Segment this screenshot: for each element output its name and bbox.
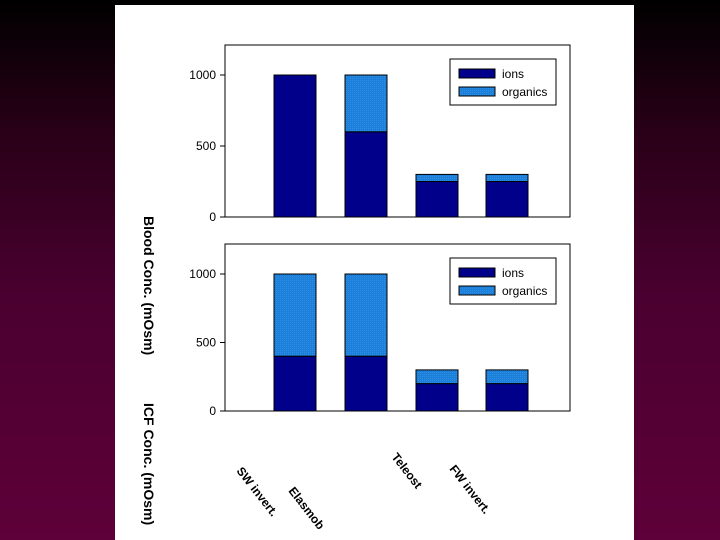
- legend-swatch-ions: [458, 267, 496, 278]
- y-tick-label: 1000: [189, 68, 216, 82]
- legend: ions organics: [449, 257, 557, 305]
- bar-organics: [344, 273, 388, 357]
- legend-label-ions: ions: [502, 67, 524, 81]
- x-category-label: SW invert.: [234, 464, 281, 519]
- bar-ions: [485, 383, 529, 412]
- bar-ions: [415, 383, 459, 412]
- legend-swatch-organics: [458, 86, 496, 97]
- bar-organics: [415, 369, 459, 385]
- legend-swatch-ions: [458, 68, 496, 79]
- y-tick-label: 500: [196, 139, 216, 153]
- bar-organics: [415, 173, 459, 182]
- y-axis-label-icf: ICF Conc. (mOsm): [141, 403, 157, 525]
- y-tick-label: 0: [209, 404, 216, 418]
- bar-organics: [344, 74, 388, 133]
- bar-ions: [485, 181, 529, 218]
- y-tick-label: 1000: [189, 267, 216, 281]
- bar-ions: [344, 131, 388, 218]
- plot-frame: [224, 243, 571, 412]
- chart-icf: 0 500 1000 ions organics: [189, 243, 571, 418]
- bar-ions: [344, 355, 388, 412]
- bar-ions: [415, 181, 459, 218]
- legend-swatch-organics: [458, 285, 496, 296]
- bar-organics: [485, 173, 529, 182]
- y-tick-label: 500: [196, 336, 216, 350]
- legend: ions organics: [449, 58, 557, 106]
- plot-frame: [224, 44, 571, 218]
- legend-label-organics: organics: [502, 284, 547, 298]
- legend-box: [449, 257, 557, 305]
- legend-label-organics: organics: [502, 85, 547, 99]
- x-category-label: FW invert.: [447, 462, 494, 516]
- legend-label-ions: ions: [502, 266, 524, 280]
- legend-box: [449, 58, 557, 106]
- y-tick-label: 0: [209, 210, 216, 224]
- chart-blood: 0 500 1000 ions organics: [189, 44, 571, 224]
- bar-organics: [273, 273, 317, 357]
- bar-ions: [273, 74, 317, 218]
- bar-ions: [273, 355, 317, 412]
- x-category-label: Elasmob: [286, 484, 328, 532]
- y-axis-label-blood: Blood Conc. (mOsm): [141, 216, 157, 355]
- x-category-label: Teleost: [389, 450, 425, 491]
- bar-organics: [485, 369, 529, 385]
